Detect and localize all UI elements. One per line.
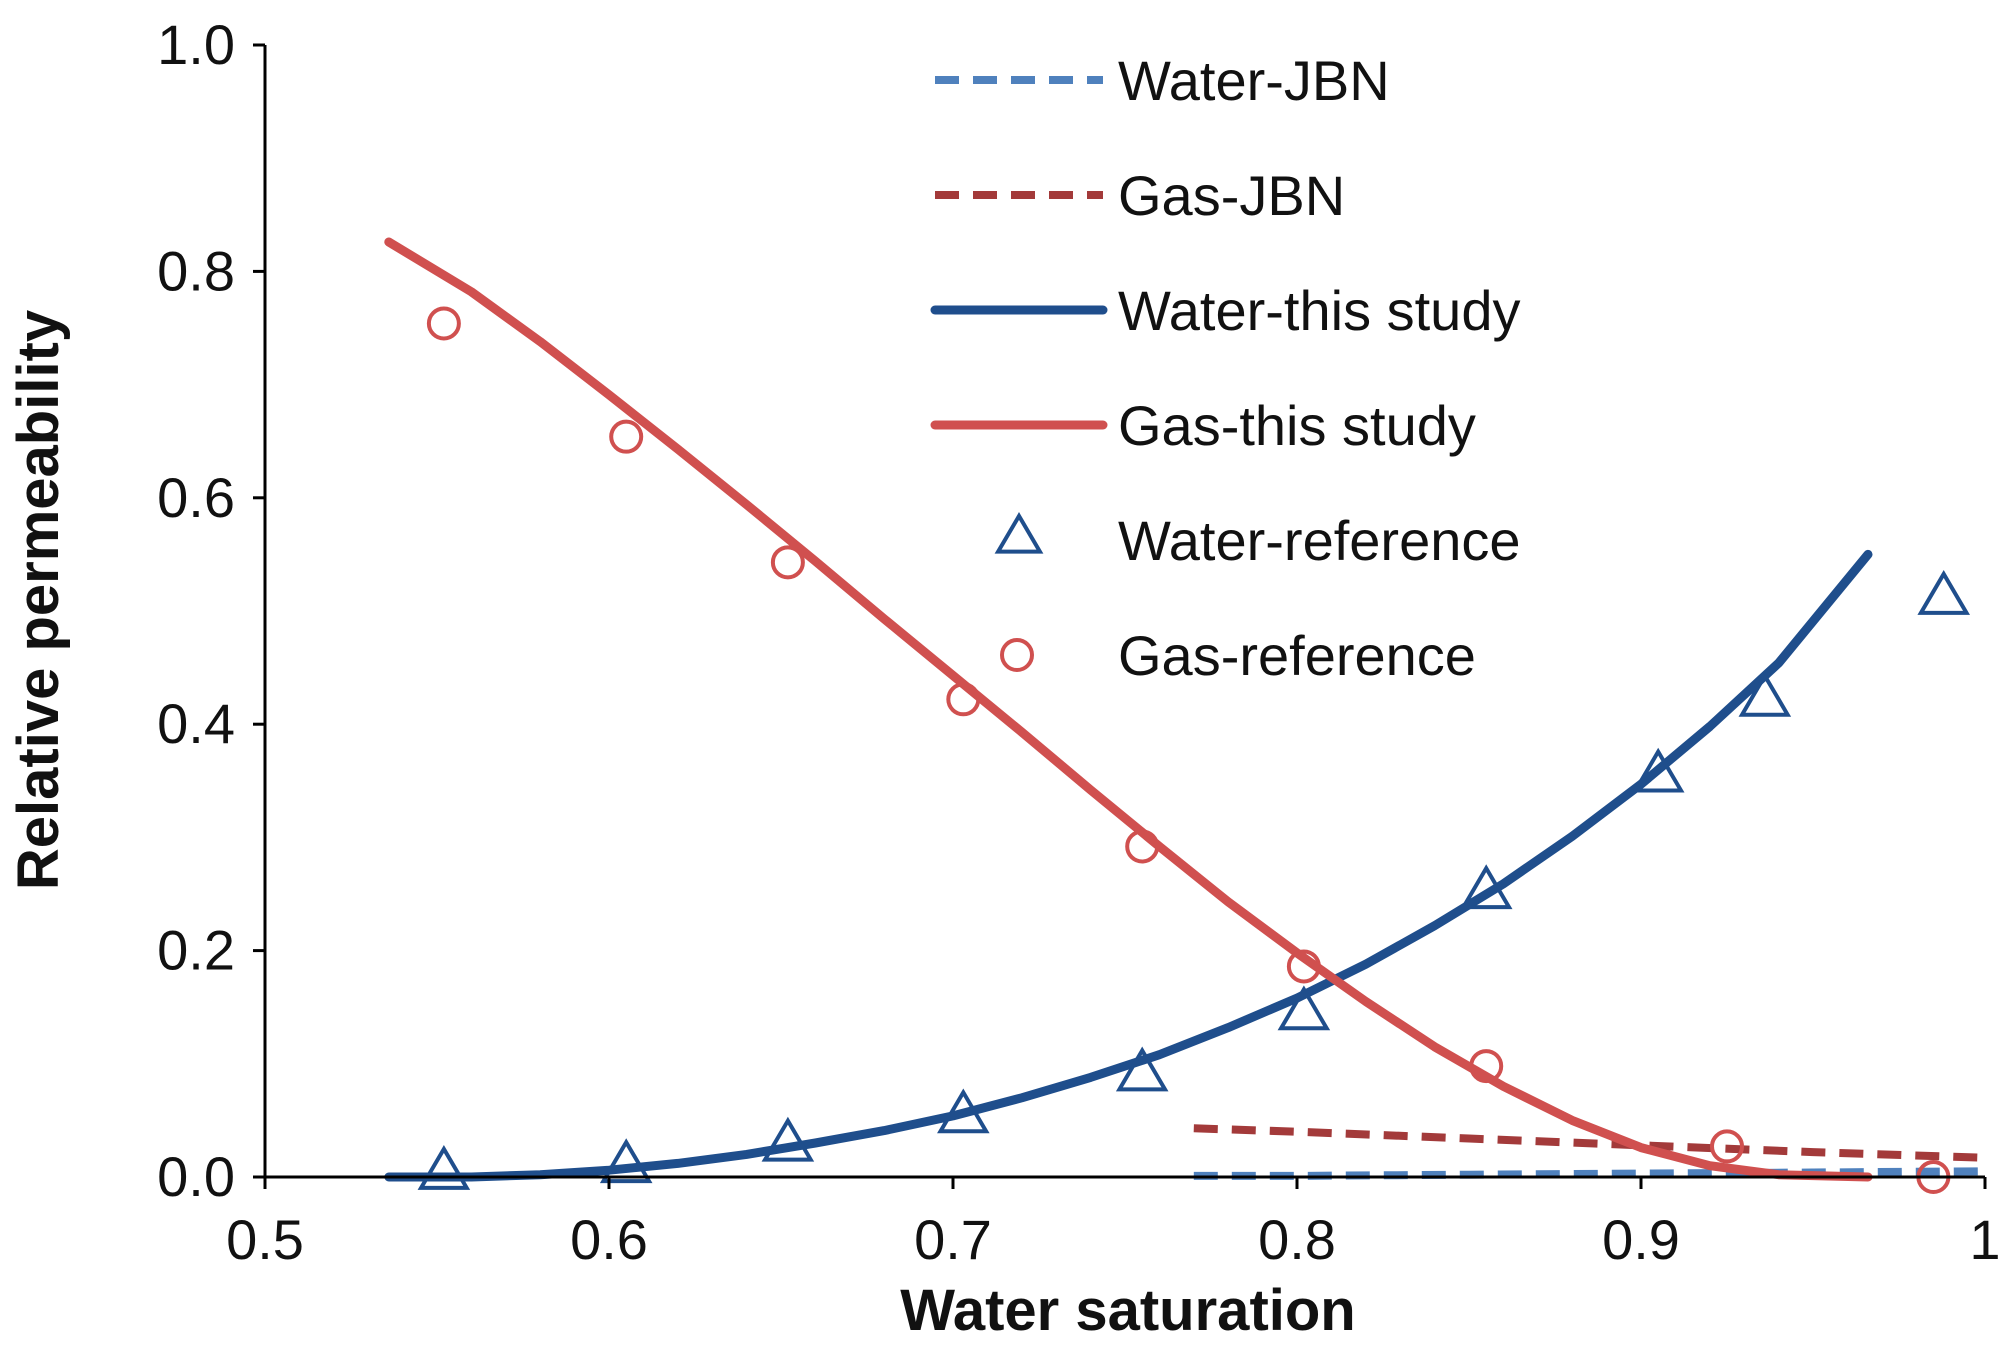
plot-area <box>384 237 1986 1194</box>
x-tick-label: 0.6 <box>570 1208 648 1271</box>
legend-label-water-jbn: Water-JBN <box>1118 49 1390 112</box>
point-water-reference <box>937 1088 990 1134</box>
point-water-reference <box>1917 569 1971 615</box>
x-tick-label: 0.7 <box>914 1208 992 1271</box>
point-gas-reference <box>946 682 981 717</box>
series-line-gas-jbn <box>1193 1124 1986 1162</box>
legend-label-gas-reference: Gas-reference <box>1118 624 1476 687</box>
point-water-reference <box>1459 864 1513 910</box>
point-gas-reference <box>770 545 805 580</box>
x-tick-label: 0.5 <box>226 1208 304 1271</box>
x-tick-label: 0.8 <box>1258 1208 1336 1271</box>
x-tick-label: 1 <box>1969 1208 2000 1271</box>
y-axis-title: Relative permeability <box>6 310 71 890</box>
y-tick-label: 0.8 <box>157 239 235 302</box>
legend-item-gas-reference: Gas-reference <box>1000 624 1476 687</box>
point-gas-reference <box>1710 1129 1744 1164</box>
point-water-reference <box>1277 985 1331 1031</box>
legend-item-water-reference: Water-reference <box>994 509 1521 572</box>
legend-label-water-this-study: Water-this study <box>1118 279 1520 342</box>
legend-item-water-jbn: Water-JBN <box>935 49 1390 112</box>
point-gas-reference <box>1286 949 1321 984</box>
point-water-reference <box>417 1145 471 1190</box>
y-tick-label: 0.2 <box>157 919 235 982</box>
point-gas-reference <box>1125 829 1160 864</box>
point-water-reference <box>761 1116 815 1162</box>
legend-marker-water-reference <box>994 512 1044 554</box>
legend: Water-JBN Gas-JBN Water-this study Gas-this… <box>930 49 1521 687</box>
series-line-water-this-study <box>384 549 1873 1182</box>
point-water-reference <box>1631 747 1685 793</box>
series-line-gas-this-study <box>384 237 1873 1182</box>
legend-label-gas-this-study: Gas-this study <box>1118 394 1476 457</box>
legend-marker-gas-reference <box>1000 638 1034 672</box>
x-axis-title: Water saturation <box>900 1278 1355 1343</box>
point-water-reference <box>1115 1046 1169 1092</box>
y-tick-label: 0.0 <box>157 1145 235 1208</box>
axes: 0.0 0.2 0.4 0.6 0.8 1.0 0.5 0.6 0.7 0.8 0.9 1 <box>157 13 2000 1271</box>
y-tick-label: 0.4 <box>157 692 235 755</box>
legend-item-water-this-study: Water-this study <box>930 279 1520 342</box>
point-water-reference <box>599 1138 653 1184</box>
point-water-reference <box>1738 671 1792 717</box>
legend-item-gas-jbn: Gas-JBN <box>935 164 1345 227</box>
y-tick-label: 1.0 <box>157 13 235 76</box>
legend-label-water-reference: Water-reference <box>1118 509 1521 572</box>
x-tick-label: 0.9 <box>1602 1208 1680 1271</box>
y-tick-label: 0.6 <box>157 466 235 529</box>
point-gas-reference <box>1469 1049 1504 1084</box>
point-gas-reference <box>609 419 644 454</box>
legend-item-gas-this-study: Gas-this study <box>930 394 1476 457</box>
legend-label-gas-jbn: Gas-JBN <box>1118 164 1345 227</box>
point-gas-reference <box>426 306 461 341</box>
